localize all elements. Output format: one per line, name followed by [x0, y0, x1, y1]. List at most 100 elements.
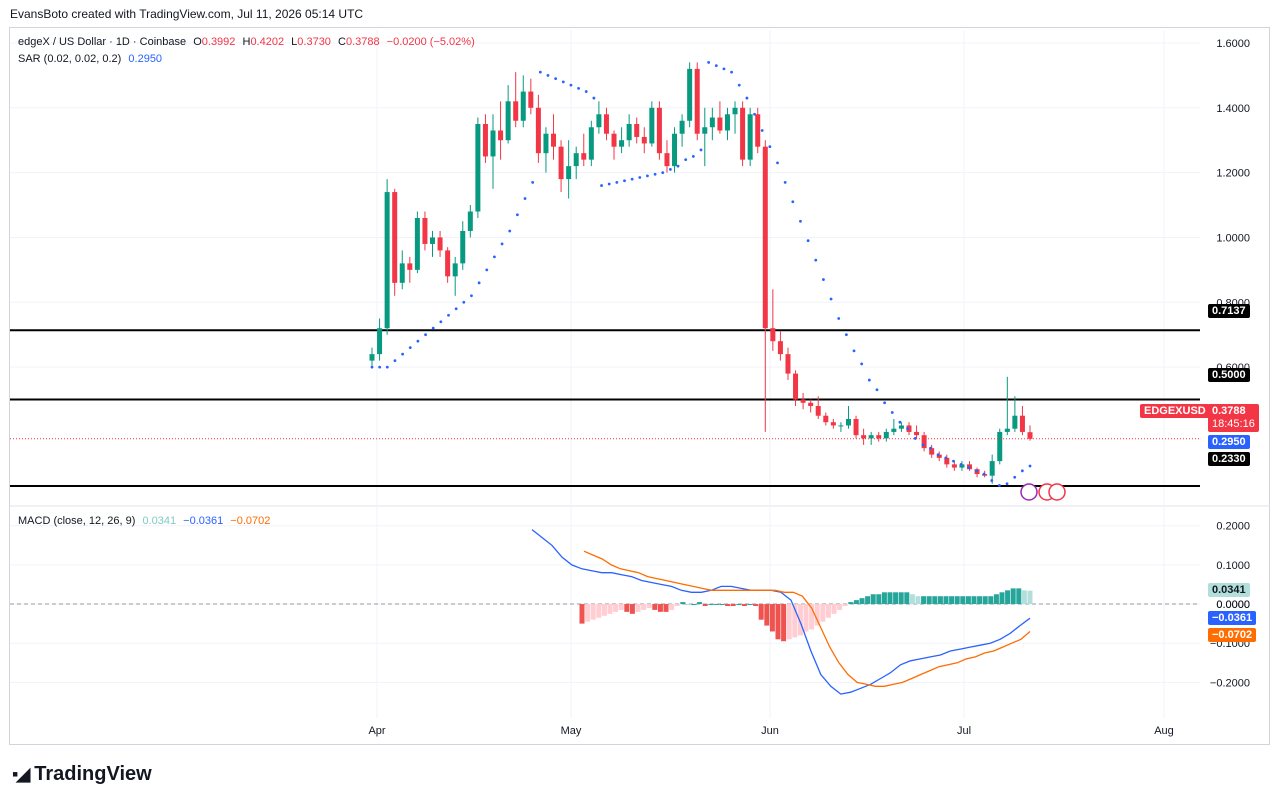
macd-histogram-bar [993, 594, 999, 605]
open-label: O [193, 36, 202, 48]
symbol-tag: EDGEXUSD [1140, 404, 1210, 418]
macd-histogram-bar [999, 592, 1005, 605]
logo-text: TradingView [34, 763, 152, 785]
sar-dot [554, 77, 558, 81]
tradingview-logo[interactable]: ▪◢ TradingView [12, 763, 152, 786]
candle-body [777, 341, 783, 355]
countdown-value: 18:45:16 [1212, 418, 1255, 430]
sar-dot [424, 333, 427, 337]
candle-body [490, 130, 496, 157]
sar-dot [577, 86, 580, 90]
candle-body [793, 373, 799, 400]
candle-body [384, 192, 390, 329]
macd-histogram-bar [870, 594, 876, 605]
candle-body [861, 435, 867, 439]
sar-dot [653, 172, 657, 176]
sar-dot [623, 179, 626, 183]
sar-dot [967, 466, 971, 469]
macd-histogram-bar [893, 592, 899, 605]
sar-dot [898, 420, 902, 424]
candle-body [460, 230, 466, 264]
candle-body [845, 418, 851, 426]
sar-dot [883, 401, 887, 405]
macd-histogram-bar [702, 604, 708, 606]
candle-body [936, 454, 942, 458]
macd-histogram-bar [1005, 590, 1011, 605]
macd-histogram-bar [579, 604, 585, 624]
macd-tag: −0.0361 [1208, 611, 1257, 625]
candle-body [823, 415, 829, 423]
sar-dot [684, 158, 688, 162]
macd-histogram-bar [736, 604, 742, 606]
sar-dot [982, 472, 986, 476]
candle-body [959, 464, 965, 468]
candle-body [588, 127, 594, 160]
sar-dot [546, 73, 550, 77]
macd-histogram-bar [747, 604, 753, 606]
candle-body [921, 435, 927, 449]
sar-dot [447, 313, 450, 317]
candle-body [392, 192, 398, 283]
macd-histogram-bar [887, 592, 893, 605]
sar-dot [860, 362, 864, 366]
sar-dot [822, 278, 825, 281]
macd-hist-value: 0.0341 [142, 515, 177, 527]
candle-body [853, 418, 859, 436]
candle-body [498, 130, 504, 141]
sar-dot [691, 155, 695, 158]
sar-dot [393, 359, 397, 363]
candle-body [891, 428, 897, 432]
macd-histogram-bar [713, 604, 719, 606]
macd-histogram-bar [607, 604, 613, 614]
candle-body [944, 457, 950, 465]
sar-dot [500, 242, 504, 246]
macd-histogram-bar [613, 604, 619, 612]
candle-body [997, 431, 1003, 462]
candle-body [634, 124, 640, 137]
sar-dot [584, 90, 588, 93]
level-tag-7137: 0.7137 [1208, 304, 1250, 318]
macd-signal-value: −0.0702 [230, 515, 271, 527]
macd-histogram-bar [960, 596, 966, 605]
sar-dot [470, 294, 473, 298]
sar-dot [569, 83, 573, 87]
sar-dot [737, 83, 741, 87]
sar-dot [952, 459, 955, 463]
macd-label: MACD (close, 12, 26, 9) [18, 515, 136, 527]
candle-body [551, 133, 557, 147]
sar-dot [493, 255, 496, 259]
high-label: H [242, 36, 251, 48]
macd-histogram-bar [803, 604, 809, 632]
macd-histogram-bar [814, 604, 820, 626]
level-tag-5000: 0.5000 [1208, 368, 1250, 382]
sar-dot [699, 148, 703, 152]
candle-body [679, 120, 685, 134]
candle-body [740, 107, 746, 160]
macd-histogram-bar [730, 604, 736, 606]
time-tick-label: Apr [368, 725, 385, 737]
macd-histogram-bar [618, 604, 624, 610]
candle-body [558, 146, 564, 180]
candle-body [898, 425, 904, 429]
price-legend: edgeX / US Dollar · 1D · Coinbase O0.399… [18, 36, 479, 48]
macd-histogram-bar [937, 596, 943, 605]
sar-dot [806, 239, 810, 243]
sar-dot [515, 213, 519, 217]
candle-body [785, 354, 791, 374]
candle-body [611, 133, 617, 147]
sar-dot [523, 197, 527, 200]
sar-dot [646, 174, 649, 178]
macd-histogram-bar [719, 604, 725, 606]
macd-histogram-bar [585, 604, 591, 622]
macd-histogram-bar [965, 596, 971, 605]
sar-dot [783, 180, 787, 184]
macd-histogram-bar [786, 604, 792, 640]
sar-dot [661, 171, 665, 175]
sar-dot [844, 333, 848, 337]
macd-histogram-bar [775, 604, 781, 640]
candle-body [1019, 415, 1025, 432]
sar-dot [408, 346, 412, 350]
macd-histogram-bar [859, 598, 865, 605]
candle-body [808, 402, 814, 406]
